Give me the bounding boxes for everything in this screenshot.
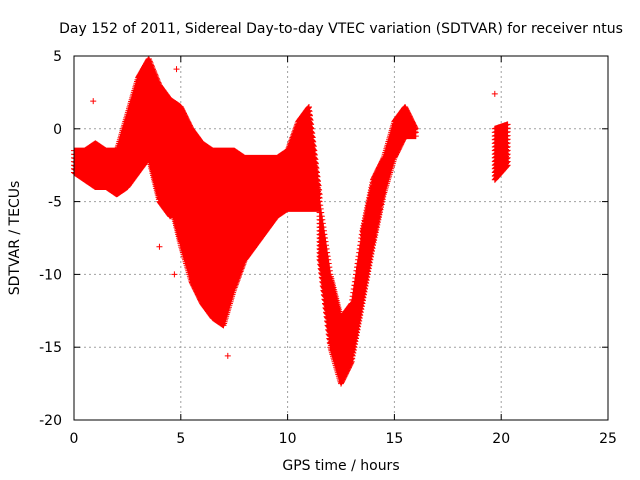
data-point: [491, 90, 498, 97]
y-tick-label: -15: [39, 340, 62, 356]
x-tick-label: 10: [279, 431, 297, 447]
x-tick-label: 20: [492, 431, 510, 447]
chart-title: Day 152 of 2011, Sidereal Day-to-day VTE…: [59, 21, 623, 37]
y-axis-label: SDTVAR / TECUs: [7, 181, 23, 296]
x-axis-label: GPS time / hours: [282, 458, 399, 474]
x-tick-label: 15: [385, 431, 403, 447]
data-point: [171, 271, 178, 278]
data-point: [156, 243, 163, 250]
data-point: [173, 66, 180, 73]
y-tick-label: -20: [39, 413, 62, 429]
ticks: 0 5 10 15 20 25 -20 -15 -10 -5 0 5: [39, 49, 617, 447]
y-tick-label: 0: [53, 122, 62, 138]
data-point: [171, 213, 178, 220]
data-point: [224, 352, 231, 359]
x-tick-label: 25: [599, 431, 617, 447]
y-tick-label: -5: [48, 195, 62, 211]
x-tick-label: 0: [70, 431, 79, 447]
data-point: [90, 98, 97, 105]
x-tick-label: 5: [176, 431, 185, 447]
plot-frame: [73, 55, 609, 421]
y-tick-label: 5: [53, 49, 62, 65]
y-tick-label: -10: [39, 267, 62, 283]
